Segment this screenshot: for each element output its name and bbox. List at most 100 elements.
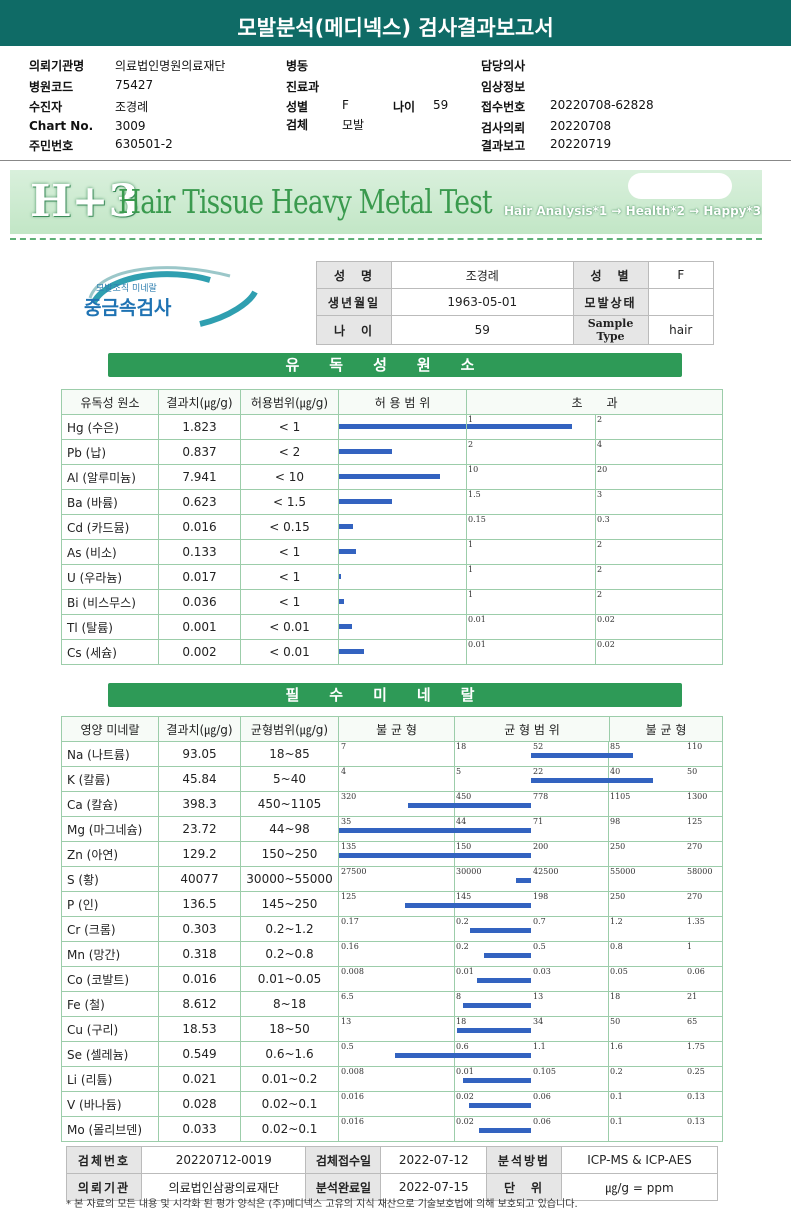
tick-label: 450 bbox=[456, 792, 472, 801]
tick-label: 250 bbox=[610, 842, 626, 851]
mineral-row: Na (나트륨) 93.05 18~85 7 18 52 85 110 bbox=[61, 741, 723, 767]
tick-label: 250 bbox=[610, 892, 626, 901]
tick-label: 98 bbox=[610, 817, 621, 826]
info-label: 담당의사 bbox=[481, 59, 526, 73]
tick-label: 6.5 bbox=[341, 992, 354, 1001]
method-label: 분석방법 bbox=[486, 1146, 562, 1174]
name-value: 조경례 bbox=[391, 261, 574, 289]
allowed-bar-cell bbox=[338, 614, 467, 640]
info-label: 접수번호 bbox=[481, 100, 526, 114]
allowed-range: < 0.01 bbox=[240, 639, 339, 665]
tick-label: 0.01 bbox=[456, 967, 474, 976]
tick-label: 35 bbox=[341, 817, 352, 826]
balance-range: 0.2~1.2 bbox=[240, 916, 339, 942]
tick-label: 1.5 bbox=[468, 490, 481, 499]
mineral-name: V (바나듐) bbox=[61, 1091, 159, 1117]
tick-label: 0.8 bbox=[610, 942, 623, 951]
mineral-row: Co (코발트) 0.016 0.01~0.05 0.008 0.01 0.03 0.05 0… bbox=[61, 966, 723, 992]
tick-label: 10 bbox=[468, 465, 479, 474]
result-value: 0.016 bbox=[158, 966, 241, 992]
tick-label: 320 bbox=[341, 792, 357, 801]
element-name: Cd (카드뮴) bbox=[61, 514, 159, 540]
mineral-row: Cu (구리) 18.53 18~50 13 18 34 50 65 bbox=[61, 1016, 723, 1042]
column-divider bbox=[608, 867, 609, 891]
tick-label: 42500 bbox=[533, 867, 559, 876]
balance-range: 145~250 bbox=[240, 891, 339, 917]
result-value: 0.133 bbox=[158, 539, 241, 565]
tick-label: 4 bbox=[341, 767, 347, 776]
mineral-header-low: 불 균 형 bbox=[338, 716, 455, 742]
tick-label: 0.06 bbox=[533, 1092, 551, 1101]
received-value: 2022-07-12 bbox=[380, 1146, 487, 1174]
sex-label: 성 별 bbox=[572, 261, 649, 289]
mineral-chart: 0.008 0.01 0.105 0.2 0.25 bbox=[339, 1067, 722, 1091]
element-name: As (비소) bbox=[61, 539, 159, 565]
over-bar-cell-2: 2 bbox=[595, 589, 723, 615]
age-value: 59 bbox=[391, 315, 574, 345]
tick-label: 27500 bbox=[341, 867, 367, 876]
info-label: 수진자 bbox=[29, 100, 63, 114]
tick-label: 1.6 bbox=[610, 1042, 623, 1051]
result-value: 0.033 bbox=[158, 1116, 241, 1142]
over-bar-cell: 1 bbox=[466, 589, 596, 615]
toxic-table: 유독성 원소 결과치(㎍/g) 허용범위(㎍/g) 허 용 범 위 초 과 Hg… bbox=[61, 389, 723, 665]
over-bar-cell-2: 4 bbox=[595, 439, 723, 465]
mineral-chart-cell: 0.008 0.01 0.03 0.05 0.06 bbox=[338, 966, 723, 992]
result-bar bbox=[531, 778, 653, 783]
info-label: 임상정보 bbox=[481, 80, 526, 94]
result-value: 93.05 bbox=[158, 741, 241, 767]
over-bar-cell-2: 2 bbox=[595, 539, 723, 565]
mineral-chart-cell: 6.5 8 13 18 21 bbox=[338, 991, 723, 1017]
mineral-chart: 0.5 0.6 1.1 1.6 1.75 bbox=[339, 1042, 722, 1066]
result-bar bbox=[339, 574, 342, 579]
mineral-chart-cell: 0.016 0.02 0.06 0.1 0.13 bbox=[338, 1116, 723, 1142]
tick-label: 0.13 bbox=[687, 1117, 705, 1126]
method-value: ICP-MS & ICP-AES bbox=[561, 1146, 718, 1174]
info-value: 20220719 bbox=[550, 137, 612, 151]
element-name: Hg (수은) bbox=[61, 414, 159, 440]
mineral-name: Se (셀레늄) bbox=[61, 1041, 159, 1067]
mineral-name: Cr (크롬) bbox=[61, 916, 159, 942]
result-bar bbox=[462, 1078, 531, 1083]
element-name: Pb (납) bbox=[61, 439, 159, 465]
result-value: 0.303 bbox=[158, 916, 241, 942]
allowed-bar-cell bbox=[338, 464, 467, 490]
mineral-name: Cu (구리) bbox=[61, 1016, 159, 1042]
balance-range: 0.6~1.6 bbox=[240, 1041, 339, 1067]
tick-label: 0.16 bbox=[341, 942, 359, 951]
over-bar-cell-2: 20 bbox=[595, 464, 723, 490]
over-bar-cell-2: 2 bbox=[595, 564, 723, 590]
info-label: 병원코드 bbox=[29, 80, 74, 94]
column-divider bbox=[454, 942, 455, 966]
column-divider bbox=[608, 1067, 609, 1091]
tick-label: 13 bbox=[533, 992, 544, 1001]
tick-label: 0.15 bbox=[468, 515, 486, 524]
tick-label: 145 bbox=[456, 892, 472, 901]
unit-value: ㎍/g = ppm bbox=[561, 1173, 718, 1201]
dob-value: 1963-05-01 bbox=[391, 288, 574, 316]
tick-label: 18 bbox=[456, 1017, 467, 1026]
patient-table: 성 명 조경례 성 별 F 생년월일 1963-05-01 모발상태 나 이 5… bbox=[316, 261, 715, 345]
tick-label: 0.008 bbox=[341, 1067, 364, 1076]
mineral-chart-cell: 7 18 52 85 110 bbox=[338, 741, 723, 767]
brand-title: 중금속검사 bbox=[84, 297, 172, 319]
tick-label: 30000 bbox=[456, 867, 482, 876]
toxic-row: Tl (탈륨) 0.001 < 0.01 0.01 0.02 bbox=[61, 614, 723, 640]
mineral-chart-cell: 125 145 198 250 270 bbox=[338, 891, 723, 917]
tick-label: 1.35 bbox=[687, 917, 705, 926]
mineral-row: Mo (몰리브덴) 0.033 0.02~0.1 0.016 0.02 0.06 0.1 0.… bbox=[61, 1116, 723, 1142]
balance-range: 30000~55000 bbox=[240, 866, 339, 892]
balance-range: 44~98 bbox=[240, 816, 339, 842]
result-bar bbox=[516, 878, 531, 883]
mineral-chart: 135 150 200 250 270 bbox=[339, 842, 722, 866]
banner-subtitle: Hair Analysis*1 → Health*2 → Happy*3 bbox=[504, 204, 762, 218]
tick-label: 0.016 bbox=[341, 1117, 364, 1126]
info-label: 검사의뢰 bbox=[481, 121, 526, 135]
result-bar-over bbox=[467, 424, 573, 429]
mineral-name: Ca (칼슘) bbox=[61, 791, 159, 817]
toxic-header-range: 허용범위(㎍/g) bbox=[240, 389, 339, 415]
tick-label: 18 bbox=[456, 742, 467, 751]
element-name: Bi (비스무스) bbox=[61, 589, 159, 615]
mineral-chart: 320 450 778 1105 1300 bbox=[339, 792, 722, 816]
name-label: 성 명 bbox=[316, 261, 392, 289]
